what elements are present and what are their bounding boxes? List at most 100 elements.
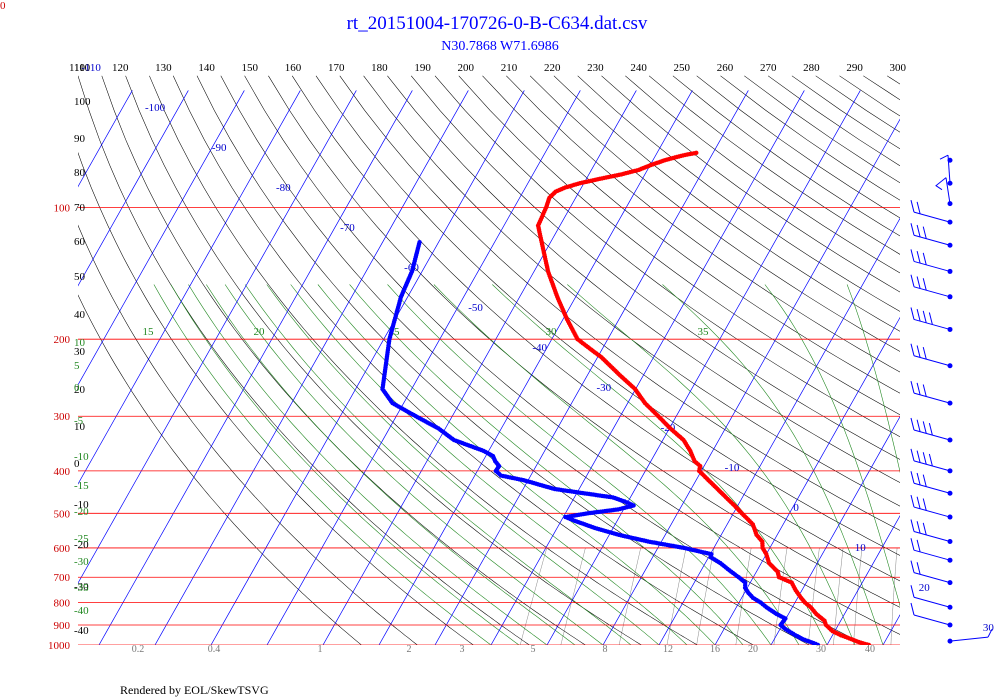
isotherm-label: 20 [919,582,931,594]
isotherm-label: 30 [983,622,995,634]
pressure-tick-label: 500 [54,508,71,520]
grid-lines [0,75,900,645]
temperature-point [694,150,699,156]
dry-adiabat-line [410,75,900,460]
top-tick-label: 200 [458,62,475,74]
dry-adiabat-line [553,75,900,332]
wind-barb-tick [916,201,921,214]
wind-barb-tick [922,226,927,239]
dry-adiabat-label: 50 [74,271,86,283]
moist-adiabat-label: 35 [698,326,710,338]
moist-adiabat-line [662,284,884,645]
wind-barb-staff [913,286,951,298]
isotherm-label: -30 [596,382,611,394]
wind-barb-tick [922,347,927,360]
dry-adiabat-label: 60 [74,236,86,248]
wind-barb-tick [922,384,927,397]
isotherm-line [78,90,301,485]
moist-adiabat-line [387,284,772,645]
pressure-tick-label: 100 [54,203,71,215]
sounding-series [380,150,872,645]
wind-barb [910,519,953,544]
moist-adiabat-label: 25 [389,326,401,338]
dry-adiabat-line [291,75,900,582]
dry-adiabat-label: -40 [74,625,89,637]
footer-credit: Rendered by EOL/SkewTSVG [120,683,269,697]
top-tick-label: 140 [198,62,215,74]
dry-adiabat-label: -10 [74,499,89,511]
dry-adiabat-line [506,75,900,373]
corner-label: 0 [0,0,6,12]
wind-barb [935,177,953,207]
isotherm-line [78,90,357,584]
dry-adiabat-label: 20 [74,384,86,396]
wind-barb-tick [922,310,927,323]
top-tick-label: 190 [414,62,431,74]
mixing-ratio-line [618,547,641,645]
dry-adiabat-label: 90 [74,133,86,145]
wind-barb-staff [913,531,951,542]
dry-adiabat-line [268,75,900,608]
wind-barb [910,494,953,520]
moist-adiabat-label: -25 [74,533,89,545]
mixing-ratio-label: 8 [603,644,608,655]
moist-adiabat-label: 30 [546,326,558,338]
mixing-ratio-label: 3 [460,644,465,655]
dry-adiabat-line [482,75,900,394]
wind-barb-tick [922,278,927,291]
dry-adiabat-line [363,75,900,507]
isotherm-label: -80 [276,182,291,194]
moist-adiabat-label: 0 [74,382,80,394]
wind-barb-tick [910,519,915,532]
pressure-tick-label: 1000 [48,640,71,652]
top-tick-label: 210 [501,62,518,74]
mixing-ratio-label: 0.2 [132,644,145,655]
wind-barb [910,274,953,300]
dewpoint-point [417,239,422,245]
pressure-tick-label: 600 [54,543,71,555]
moist-adiabat-label: 5 [74,360,80,372]
wind-barb-tick [939,154,949,160]
moist-adiabat-label: 10 [74,337,86,349]
wind-barb-tick [916,419,921,432]
mixing-ratio-label: 16 [710,644,720,655]
isotherm-line [0,90,20,645]
wind-barb-tick [910,274,915,287]
dry-adiabat-line [696,75,900,219]
wind-barb-tick [916,345,921,358]
mixing-ratio-label: 40 [865,644,875,655]
moist-adiabat-label: -5 [74,415,84,427]
wind-barb-staff [913,596,951,608]
top-tick-label: 270 [760,62,777,74]
mixing-ratio-line [666,547,687,645]
wind-barb-staff [913,260,951,272]
chart-subtitle: N30.7868 W71.6986 [441,39,559,54]
wind-barb-tick [928,453,933,467]
moist-adiabat-line [188,284,548,645]
wind-barb [910,448,953,474]
wind-barb-tick [916,224,921,238]
wind-barb-tick [922,498,927,511]
moist-adiabat-label: -30 [74,556,89,568]
wind-barbs [910,154,993,644]
dry-adiabat-label: 30 [74,346,86,358]
top-tick-label: 240 [630,62,647,74]
wind-barb [910,307,953,332]
isotherm-line [210,90,525,645]
wind-barb-tick [916,276,921,289]
moist-adiabat-line [764,284,900,607]
dry-adiabat-label: -20 [74,539,89,551]
dry-adiabat-line [839,75,900,117]
wind-barb-tick [910,560,915,573]
wind-barb-staff [913,506,951,518]
top-tick-label: 160 [285,62,302,74]
moist-adiabat-line [317,284,716,645]
wind-barb-tick [916,521,921,534]
wind-barb-tick [928,423,933,436]
top-tick-label: 280 [803,62,820,74]
temperature-series [535,150,872,645]
wind-barb-tick [922,421,927,434]
isotherm-line [658,217,900,645]
mixing-ratio-line [560,547,586,645]
